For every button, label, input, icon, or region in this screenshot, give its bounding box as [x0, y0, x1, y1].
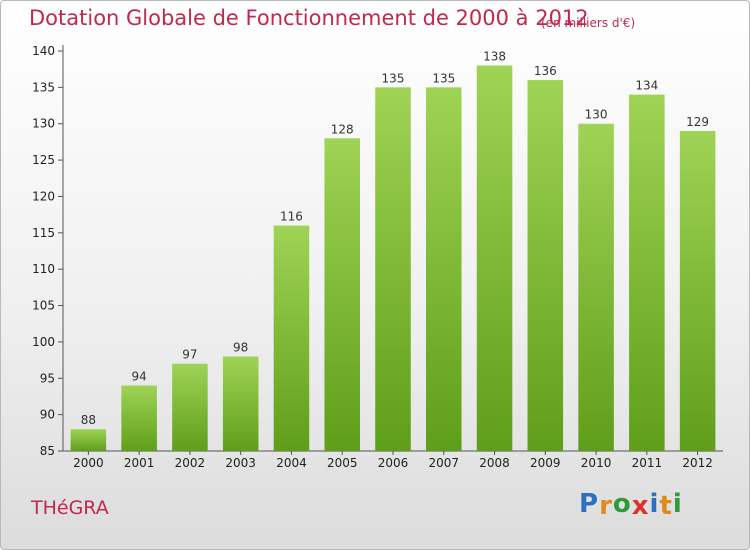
bar-2000 [70, 429, 107, 451]
value-label-2002: 97 [182, 348, 197, 362]
bar-2005 [324, 138, 360, 452]
x-tick-label-2001: 2001 [124, 456, 155, 470]
y-tick-label: 125 [32, 153, 55, 167]
x-tick-label-2000: 2000 [73, 456, 104, 470]
value-label-2012: 129 [686, 115, 709, 129]
value-label-2000: 88 [81, 413, 96, 427]
bar-2003 [222, 356, 259, 451]
bar-2008 [476, 65, 513, 451]
y-tick-label: 120 [32, 189, 55, 203]
x-tick-label-2004: 2004 [276, 456, 307, 470]
proxiti-logo: Proxiti [579, 489, 683, 521]
value-label-2011: 134 [635, 79, 658, 93]
value-label-2006: 135 [382, 71, 405, 85]
x-tick-label-2012: 2012 [682, 456, 713, 470]
logo-letter: x [631, 491, 650, 521]
x-tick-label-2002: 2002 [175, 456, 206, 470]
x-tick-label-2006: 2006 [378, 456, 409, 470]
logo-letter: o [612, 489, 632, 519]
logo-letter: i [672, 489, 683, 519]
bar-2002 [172, 363, 208, 451]
chart-title: Dotation Globale de Fonctionnement de 20… [29, 6, 589, 30]
value-label-2008: 138 [483, 50, 506, 64]
value-label-2001: 94 [132, 370, 147, 384]
y-tick-label: 140 [32, 44, 55, 58]
logo-letter: i [649, 489, 660, 519]
x-tick-label-2010: 2010 [581, 456, 612, 470]
y-tick-label: 105 [32, 299, 55, 313]
logo-letter: r [599, 491, 613, 521]
bar-2012 [679, 131, 716, 451]
y-tick-label: 110 [32, 262, 55, 276]
value-label-2004: 116 [280, 210, 303, 224]
bar-2006 [375, 87, 411, 451]
y-tick-label: 130 [32, 117, 55, 131]
bar-2007 [426, 87, 462, 451]
value-label-2005: 128 [331, 122, 354, 136]
y-tick-label: 100 [32, 335, 55, 349]
commune-name: THéGRA [31, 497, 109, 519]
x-tick-label-2003: 2003 [225, 456, 256, 470]
bar-2010 [578, 123, 614, 452]
x-tick-label-2007: 2007 [428, 456, 459, 470]
x-tick-label-2008: 2008 [479, 456, 510, 470]
bar-2011 [629, 94, 665, 452]
logo-letter: P [579, 489, 600, 519]
x-tick-label-2011: 2011 [632, 456, 663, 470]
value-label-2007: 135 [432, 71, 455, 85]
x-tick-label-2009: 2009 [530, 456, 561, 470]
value-label-2010: 130 [585, 108, 608, 122]
logo-letter: t [659, 491, 673, 521]
bar-2001 [121, 385, 157, 451]
x-tick-label-2005: 2005 [327, 456, 358, 470]
value-label-2009: 136 [534, 64, 557, 78]
y-tick-label: 95 [40, 371, 55, 385]
chart-unit: (en milliers d'€) [541, 16, 636, 30]
y-tick-label: 135 [32, 80, 55, 94]
y-tick-label: 85 [40, 444, 55, 458]
value-label-2003: 98 [233, 340, 248, 354]
bar-2004 [273, 225, 310, 451]
bar-2009 [527, 80, 564, 451]
y-tick-label: 115 [32, 226, 55, 240]
y-tick-label: 90 [40, 408, 55, 422]
